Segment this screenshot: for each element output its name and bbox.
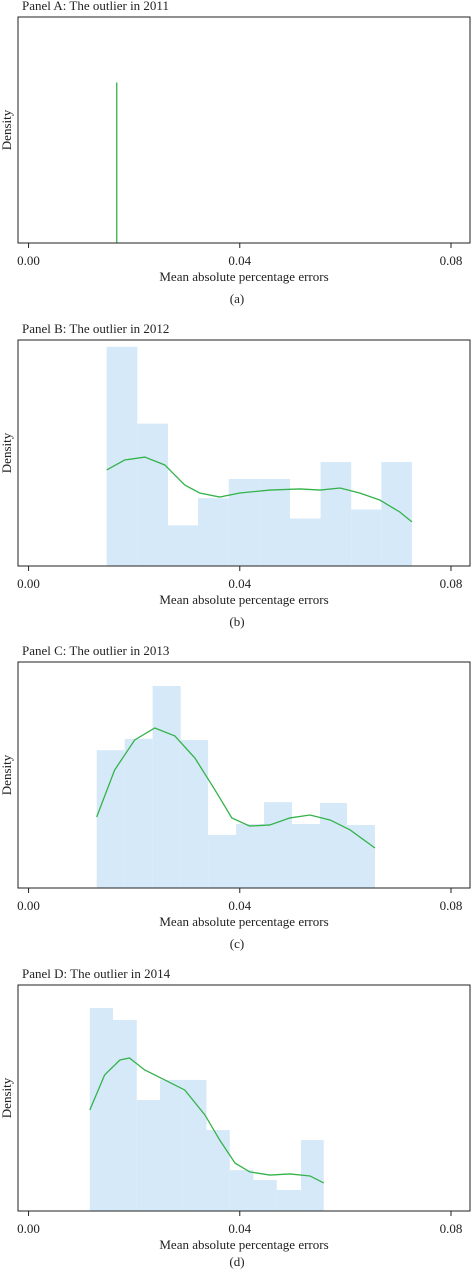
density-curve [106, 456, 413, 523]
histogram-bar [253, 1180, 277, 1211]
histogram-bar [351, 509, 382, 566]
histogram-bar [236, 824, 265, 888]
histogram-bar [136, 1100, 161, 1211]
histogram-bar [346, 824, 375, 888]
histogram-bar [381, 462, 412, 566]
plot-frame [17, 16, 471, 244]
histogram-bar [137, 423, 168, 566]
histogram-bar [106, 346, 138, 566]
histogram-bar [89, 1008, 114, 1211]
histogram-bar [276, 1189, 302, 1211]
x-tick-label: 0.08 [440, 1221, 463, 1236]
histogram-bar [289, 518, 321, 566]
histogram-bar [152, 685, 181, 888]
y-axis-label: Density [0, 432, 14, 473]
x-axis-label: Mean absolute percentage errors [159, 914, 328, 929]
histogram-bar [182, 1079, 207, 1211]
x-tick-label: 0.08 [440, 253, 463, 268]
histogram-bar [124, 738, 153, 888]
histogram-bar [180, 739, 209, 888]
plot-frame [17, 984, 471, 1212]
caption: (d) [229, 1254, 244, 1269]
x-tick-label: 0.00 [17, 1221, 40, 1236]
plot-frame [17, 661, 471, 889]
x-tick-label: 0.04 [228, 576, 251, 591]
x-tick-label: 0.00 [17, 576, 40, 591]
caption: (b) [229, 614, 244, 629]
x-tick-label: 0.08 [440, 576, 463, 591]
x-axis-label: Mean absolute percentage errors [159, 592, 328, 607]
x-tick-label: 0.04 [228, 898, 251, 913]
histogram-bar [259, 478, 290, 566]
y-axis-label: Density [0, 109, 14, 150]
panel-title: Panel A: The outlier in 2011 [22, 0, 169, 13]
x-tick-label: 0.04 [228, 253, 251, 268]
histogram-bar [229, 1170, 254, 1211]
x-tick-label: 0.04 [228, 1221, 251, 1236]
panel-title: Panel D: The outlier in 2014 [22, 966, 171, 981]
x-axis-label: Mean absolute percentage errors [159, 1237, 328, 1252]
histogram-bar [167, 525, 199, 566]
histogram-bar [113, 1020, 137, 1211]
y-axis-label: Density [0, 1077, 14, 1118]
histogram-bar [96, 750, 125, 888]
histogram-bar [301, 1140, 324, 1211]
histogram-bar [320, 462, 352, 566]
plot-frame [17, 339, 471, 567]
histogram-bar [198, 498, 229, 566]
density-curve [96, 727, 376, 849]
histogram-bar [206, 1130, 230, 1211]
histogram-bar [264, 802, 293, 888]
histogram-bar [160, 1079, 183, 1211]
x-axis-label: Mean absolute percentage errors [159, 269, 328, 284]
histogram-bar [228, 478, 260, 566]
density-curve [89, 1057, 325, 1184]
x-tick-label: 0.00 [17, 253, 40, 268]
panel-title: Panel C: The outlier in 2013 [22, 643, 169, 658]
y-axis-label: Density [0, 754, 14, 795]
caption: (a) [230, 291, 244, 306]
caption: (c) [230, 936, 244, 951]
panel-title: Panel B: The outlier in 2012 [22, 321, 169, 336]
histogram-bar [208, 834, 237, 888]
x-tick-label: 0.00 [17, 898, 40, 913]
histogram-bar [320, 803, 347, 888]
histogram-bar [292, 824, 321, 888]
x-tick-label: 0.08 [440, 898, 463, 913]
